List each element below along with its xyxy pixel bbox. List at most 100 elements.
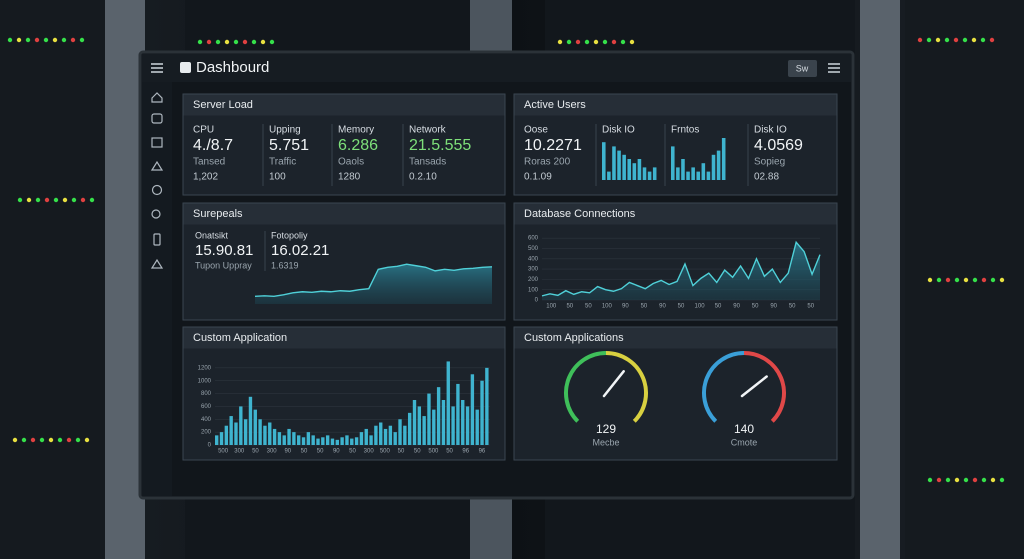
home-icon[interactable] [151, 92, 163, 103]
rack-pillar [860, 0, 900, 559]
bar [632, 163, 637, 180]
metric-sub: Oaols [338, 157, 364, 168]
bar [417, 406, 422, 445]
metric-sub: 1.6319 [271, 260, 299, 270]
bar [292, 432, 296, 445]
led [917, 37, 923, 43]
led [999, 277, 1005, 283]
gauge-arc [605, 351, 648, 423]
led [34, 37, 40, 43]
led [17, 197, 23, 203]
led [953, 37, 959, 43]
bar [617, 150, 621, 180]
led [602, 39, 608, 45]
bar [422, 416, 426, 445]
metric-sub: Tansed [193, 157, 225, 168]
metric-label: Network [409, 125, 447, 136]
led [89, 197, 95, 203]
metric-label: Fotopoliy [271, 230, 308, 240]
sidebar-icons [150, 92, 164, 269]
bar [234, 422, 238, 445]
led [971, 37, 977, 43]
icon[interactable] [150, 258, 164, 269]
y-tick-label: 1000 [198, 378, 212, 384]
bar [436, 387, 441, 445]
bar [316, 438, 320, 445]
bar [215, 435, 219, 445]
led [62, 197, 68, 203]
bar [383, 428, 388, 445]
metric-label: Disk IO [754, 125, 787, 136]
bar [277, 432, 282, 445]
icon[interactable] [153, 233, 161, 246]
metric-label: Disk IO [602, 125, 635, 136]
bar [441, 400, 446, 445]
led [242, 39, 248, 45]
button[interactable] [788, 60, 817, 77]
led [980, 37, 986, 43]
led [12, 437, 18, 443]
panel: Custom Application 0 200 400 600 800 1000 1200 5… [182, 326, 506, 461]
metric-sub: Tupon Uppray [195, 260, 252, 270]
bar [379, 422, 383, 445]
led [7, 37, 13, 43]
bar [403, 425, 407, 445]
panel-title: Custom Application [193, 332, 287, 344]
panel-header [183, 94, 505, 116]
led [944, 37, 950, 43]
bar [311, 435, 315, 445]
bar [686, 171, 690, 180]
metric-value: 4./8.7 [193, 137, 233, 154]
bar [456, 383, 460, 445]
bar [263, 425, 267, 445]
bar [691, 167, 695, 180]
metric-value: 6.286 [338, 137, 378, 154]
bar [253, 409, 257, 445]
led [39, 437, 45, 443]
button-label[interactable]: Sw [796, 63, 809, 73]
metric-label: Oose [524, 125, 548, 136]
x-tick-label: 50 [317, 449, 324, 455]
metric-sub: 0.1.09 [524, 172, 552, 183]
x-tick-label: 96 [479, 449, 486, 455]
gauge-value: 129 [596, 422, 616, 436]
led [954, 277, 960, 283]
metric-value: 10.2271 [524, 137, 582, 154]
settings-menu[interactable] [828, 63, 840, 73]
bar [637, 159, 642, 180]
bar [647, 171, 652, 180]
gauge-arc [743, 351, 786, 423]
led [557, 39, 563, 45]
icon[interactable] [150, 160, 164, 171]
led [936, 277, 942, 283]
gauge-needle [602, 370, 625, 398]
metric-value: 15.90.81 [195, 242, 253, 259]
bar [224, 425, 229, 445]
bar [706, 171, 711, 180]
bar [340, 437, 344, 445]
icon[interactable] [151, 137, 163, 148]
bar [701, 163, 706, 180]
led [52, 37, 58, 43]
led [84, 437, 90, 443]
bar [330, 438, 335, 445]
bar [475, 409, 479, 445]
icon[interactable] [151, 184, 163, 196]
bar [306, 432, 311, 445]
x-tick-label: 500 [380, 449, 391, 455]
x-tick-label: 50 [678, 304, 685, 310]
led [21, 437, 27, 443]
search-icon[interactable] [151, 209, 161, 219]
led [71, 197, 77, 203]
icon[interactable] [151, 113, 163, 124]
metric-sub: Roras 200 [524, 157, 571, 168]
app-title: Dashbourd [196, 59, 269, 76]
bar [451, 406, 455, 445]
led [981, 477, 987, 483]
y-tick-label: 100 [528, 287, 539, 293]
bar [407, 412, 412, 445]
x-tick-label: 50 [641, 304, 648, 310]
